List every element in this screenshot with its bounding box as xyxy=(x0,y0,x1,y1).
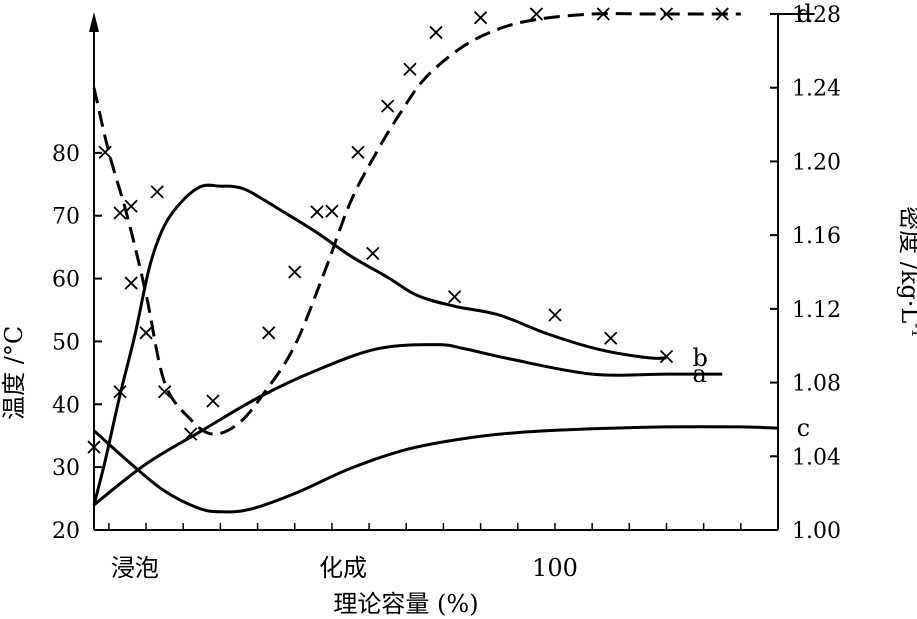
series-d-marker xyxy=(98,145,112,159)
y-left-tick-label: 70 xyxy=(52,205,80,230)
y-left-tick-label: 30 xyxy=(52,456,80,481)
y-axis-right-title-exponent: -1 xyxy=(908,323,917,338)
series-d-marker xyxy=(429,25,443,40)
x-tick-label: 化成 xyxy=(319,554,367,582)
y-left-tick-label: 50 xyxy=(52,330,80,355)
series-a-line xyxy=(93,343,723,507)
series-d-marker xyxy=(529,7,544,21)
y-right-tick-label: 1.16 xyxy=(792,224,841,249)
series-d-marker xyxy=(157,385,172,399)
y-axis-left-arrow xyxy=(89,12,99,32)
series-b-marker xyxy=(310,205,324,219)
labels: 理论容量 (%) 温度 /°C 密度 /kg·L-1 xyxy=(0,206,917,618)
series-b-marker xyxy=(366,246,380,261)
x-axis-title: 理论容量 (%) xyxy=(333,590,478,618)
series-d-marker xyxy=(596,7,610,21)
series-d-marker xyxy=(184,427,198,441)
series-c-label: c xyxy=(797,414,810,442)
y-left-tick-label: 40 xyxy=(52,393,80,418)
y-right-tick-label: 1.12 xyxy=(792,298,841,323)
axes: 20 30 40 50 60 70 80 1.00 1.04 1.08 1.12 1.16 1.20 1.… xyxy=(52,3,841,582)
series-b-marker xyxy=(447,290,462,304)
series-d-marker xyxy=(351,145,365,159)
series-b-marker xyxy=(548,308,562,322)
series-d-marker xyxy=(288,265,302,279)
series-d-line xyxy=(92,12,741,436)
x-tick-label: 100 xyxy=(532,554,578,582)
series-b-marker xyxy=(150,185,164,199)
series-d-marker xyxy=(473,11,488,25)
y-right-tick-label: 1.24 xyxy=(792,77,841,102)
series-b-label: b xyxy=(693,344,708,372)
series-b-marker xyxy=(604,331,618,345)
y-right-tick-label: 1.08 xyxy=(792,372,841,397)
series-d-marker xyxy=(139,326,153,340)
y-axis-right-title: 密度 /kg·L-1 xyxy=(896,206,917,338)
y-left-tick-label: 80 xyxy=(52,142,80,167)
series-d-label: d xyxy=(797,0,812,28)
series-b-marker xyxy=(659,349,674,364)
series-d-marker xyxy=(206,394,220,408)
series-d-marker xyxy=(124,276,138,290)
x-tick-label: 浸泡 xyxy=(111,554,159,582)
series-d-marker xyxy=(113,206,127,220)
y-right-tick-label: 1.20 xyxy=(792,150,841,175)
y-right-tick-label: 1.28 xyxy=(792,3,841,28)
y-axis-right-title-text: 密度 /kg·L xyxy=(896,206,917,323)
y-left-tick-label: 20 xyxy=(52,519,80,544)
series-a-label: a xyxy=(693,360,707,388)
y-right-tick-label: 1.04 xyxy=(792,445,841,470)
series-layer: ab c d xyxy=(87,0,815,514)
series-c-line xyxy=(92,425,779,514)
series-d-marker xyxy=(659,7,674,21)
series-d-marker xyxy=(403,62,417,76)
y-right-tick-label: 1.00 xyxy=(792,519,841,544)
series-d-marker xyxy=(325,204,339,218)
y-axis-left-title: 温度 /°C xyxy=(0,326,28,420)
y-left-tick-label: 60 xyxy=(52,268,80,293)
series-d-marker xyxy=(262,326,276,340)
series-d-marker xyxy=(87,440,101,454)
series-d-marker xyxy=(715,7,729,21)
series-b-marker xyxy=(113,385,127,399)
series-b-line xyxy=(92,183,667,506)
series-d-marker xyxy=(381,99,395,113)
